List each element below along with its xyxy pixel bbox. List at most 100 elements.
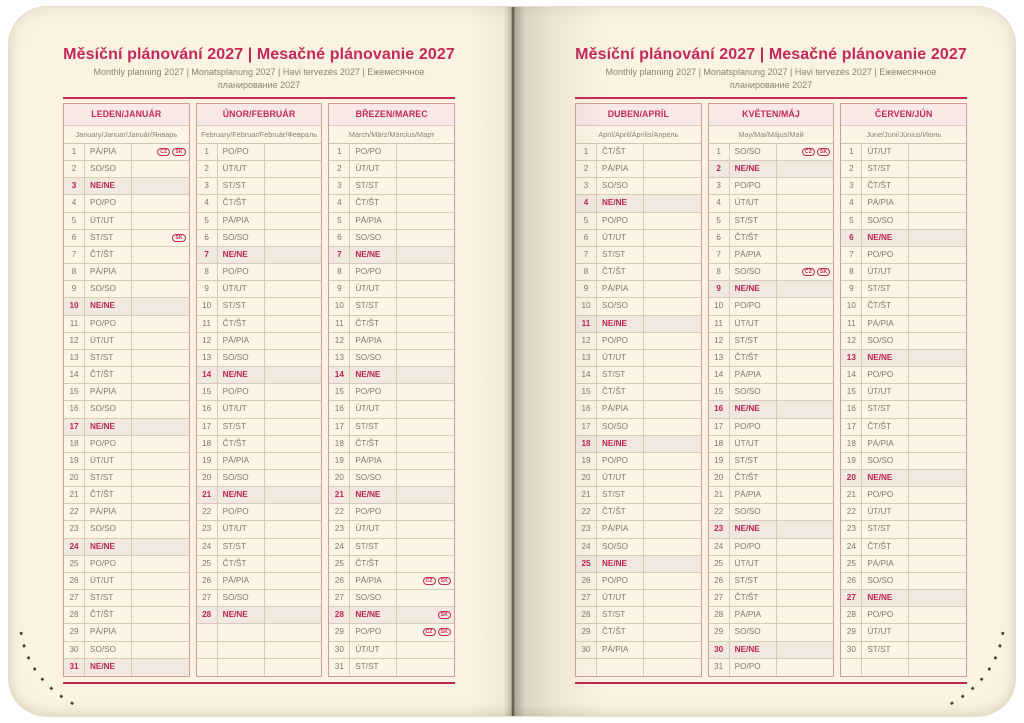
notes-cell (265, 453, 322, 469)
weekday-label (218, 624, 265, 641)
notes-cell (909, 213, 966, 229)
notes-cell (132, 504, 189, 520)
weekday-label (218, 658, 265, 676)
notes-cell (644, 401, 701, 417)
weekday-label: PO/PO (350, 624, 398, 641)
day-row: 6 NE/NE (841, 229, 967, 247)
notes-cell (909, 195, 966, 211)
weekday-label: ÚT/UT (350, 401, 398, 418)
weekday-label: PO/PO (350, 264, 398, 281)
day-row: 5 ST/ST (708, 212, 834, 230)
day-row: 21 NE/NE (329, 487, 455, 505)
day-number: 11 (709, 315, 730, 332)
notes-cell (265, 470, 322, 486)
day-number: 18 (576, 435, 597, 452)
weekday-label: ČT/ŠT (730, 349, 777, 367)
day-number: 24 (709, 538, 730, 555)
day-row: 3 ČT/ŠT (841, 178, 967, 196)
day-number: 16 (329, 401, 351, 418)
notes-cell (777, 298, 834, 314)
day-number: 11 (576, 315, 597, 332)
notes-cell (777, 504, 834, 520)
notes-cell (265, 367, 322, 383)
day-number: 5 (709, 212, 730, 229)
day-number: 13 (197, 349, 218, 367)
notes-cell (644, 642, 701, 658)
day-row: 2 NE/NE (708, 161, 834, 179)
day-number: 8 (197, 264, 218, 281)
notes-cell (397, 504, 454, 520)
notes-cell (777, 556, 834, 572)
notes-cell (644, 144, 701, 160)
day-number: 3 (64, 178, 85, 195)
day-row: 18 ČT/ŠT (196, 435, 322, 453)
weekday-label: NE/NE (85, 658, 132, 676)
day-row: 8 PO/PO (196, 264, 322, 282)
weekday-label: ČT/ŠT (350, 555, 398, 572)
day-number: 6 (841, 229, 863, 246)
day-number: 12 (576, 332, 597, 349)
day-row: 21 NE/NE (196, 487, 322, 505)
day-row: 27 ÚT/UT (576, 590, 701, 608)
day-row: 23 SO/SO (64, 521, 189, 539)
empty-row (576, 658, 701, 676)
weekday-label: ČT/ŠT (85, 246, 132, 264)
day-number: 13 (329, 349, 351, 367)
weekday-label: ČT/ŠT (597, 144, 644, 161)
weekday-label: ÚT/UT (597, 469, 644, 487)
day-row: 7 PÁ/PIA (708, 246, 834, 265)
day-number: 15 (64, 384, 85, 401)
weekday-label: PO/PO (862, 487, 910, 504)
day-number: 20 (64, 469, 85, 487)
day-row: 9 PÁ/PIA (576, 281, 701, 299)
month-name: ČERVEN/JÚN (841, 104, 967, 126)
notes-cell (265, 195, 322, 211)
weekday-label: PO/PO (597, 452, 644, 469)
day-row: 1 ČT/ŠT (576, 144, 701, 162)
day-number: 30 (329, 641, 351, 658)
weekday-label: PO/PO (730, 418, 777, 435)
weekday-label: ČT/ŠT (218, 195, 265, 212)
notes-cell (397, 384, 454, 400)
weekday-label: PÁ/PIA (862, 315, 910, 332)
day-number: 7 (841, 246, 863, 264)
day-number: 18 (197, 435, 218, 452)
day-number: 5 (197, 212, 218, 229)
weekday-label: ÚT/UT (85, 332, 132, 349)
day-number: 28 (709, 607, 730, 624)
day-row: 17 ST/ST (329, 418, 455, 436)
day-row: 17 PO/PO (708, 418, 834, 436)
weekday-label: PO/PO (730, 658, 777, 676)
day-row: 20 ST/ST (64, 469, 189, 488)
notes-cell (644, 298, 701, 314)
cz-holiday-badge: CZ (157, 148, 171, 157)
day-number: 26 (64, 572, 85, 590)
day-number: 22 (841, 504, 863, 521)
weekday-label: NE/NE (730, 161, 777, 178)
day-row: 13 SO/SO (329, 349, 455, 368)
notes-cell (265, 521, 322, 537)
day-number: 12 (329, 332, 351, 349)
notes-cell (397, 521, 454, 537)
notes-cell (132, 247, 189, 263)
day-row: 12 ST/ST (708, 332, 834, 350)
weekday-label: SO/SO (730, 144, 777, 161)
weekday-label: ČT/ŠT (862, 538, 910, 555)
day-number: 11 (329, 315, 351, 332)
day-number: 16 (64, 401, 85, 418)
day-row: 2 ÚT/UT (329, 161, 455, 179)
day-number: 10 (709, 298, 730, 315)
day-number: 26 (576, 572, 597, 590)
day-row: 16 SO/SO (64, 401, 189, 419)
weekday-label: ÚT/UT (730, 555, 777, 572)
weekday-label: PÁ/PIA (730, 607, 777, 624)
day-number: 24 (576, 538, 597, 555)
day-row: 19 ST/ST (708, 452, 834, 470)
notes-cell (265, 298, 322, 314)
day-row: 6 ÚT/UT (576, 229, 701, 247)
notes-cell (397, 642, 454, 658)
day-row: 28 ČT/ŠT (64, 607, 189, 625)
day-number: 23 (709, 521, 730, 538)
notes-cell (777, 230, 834, 246)
notes-cell (777, 367, 834, 383)
